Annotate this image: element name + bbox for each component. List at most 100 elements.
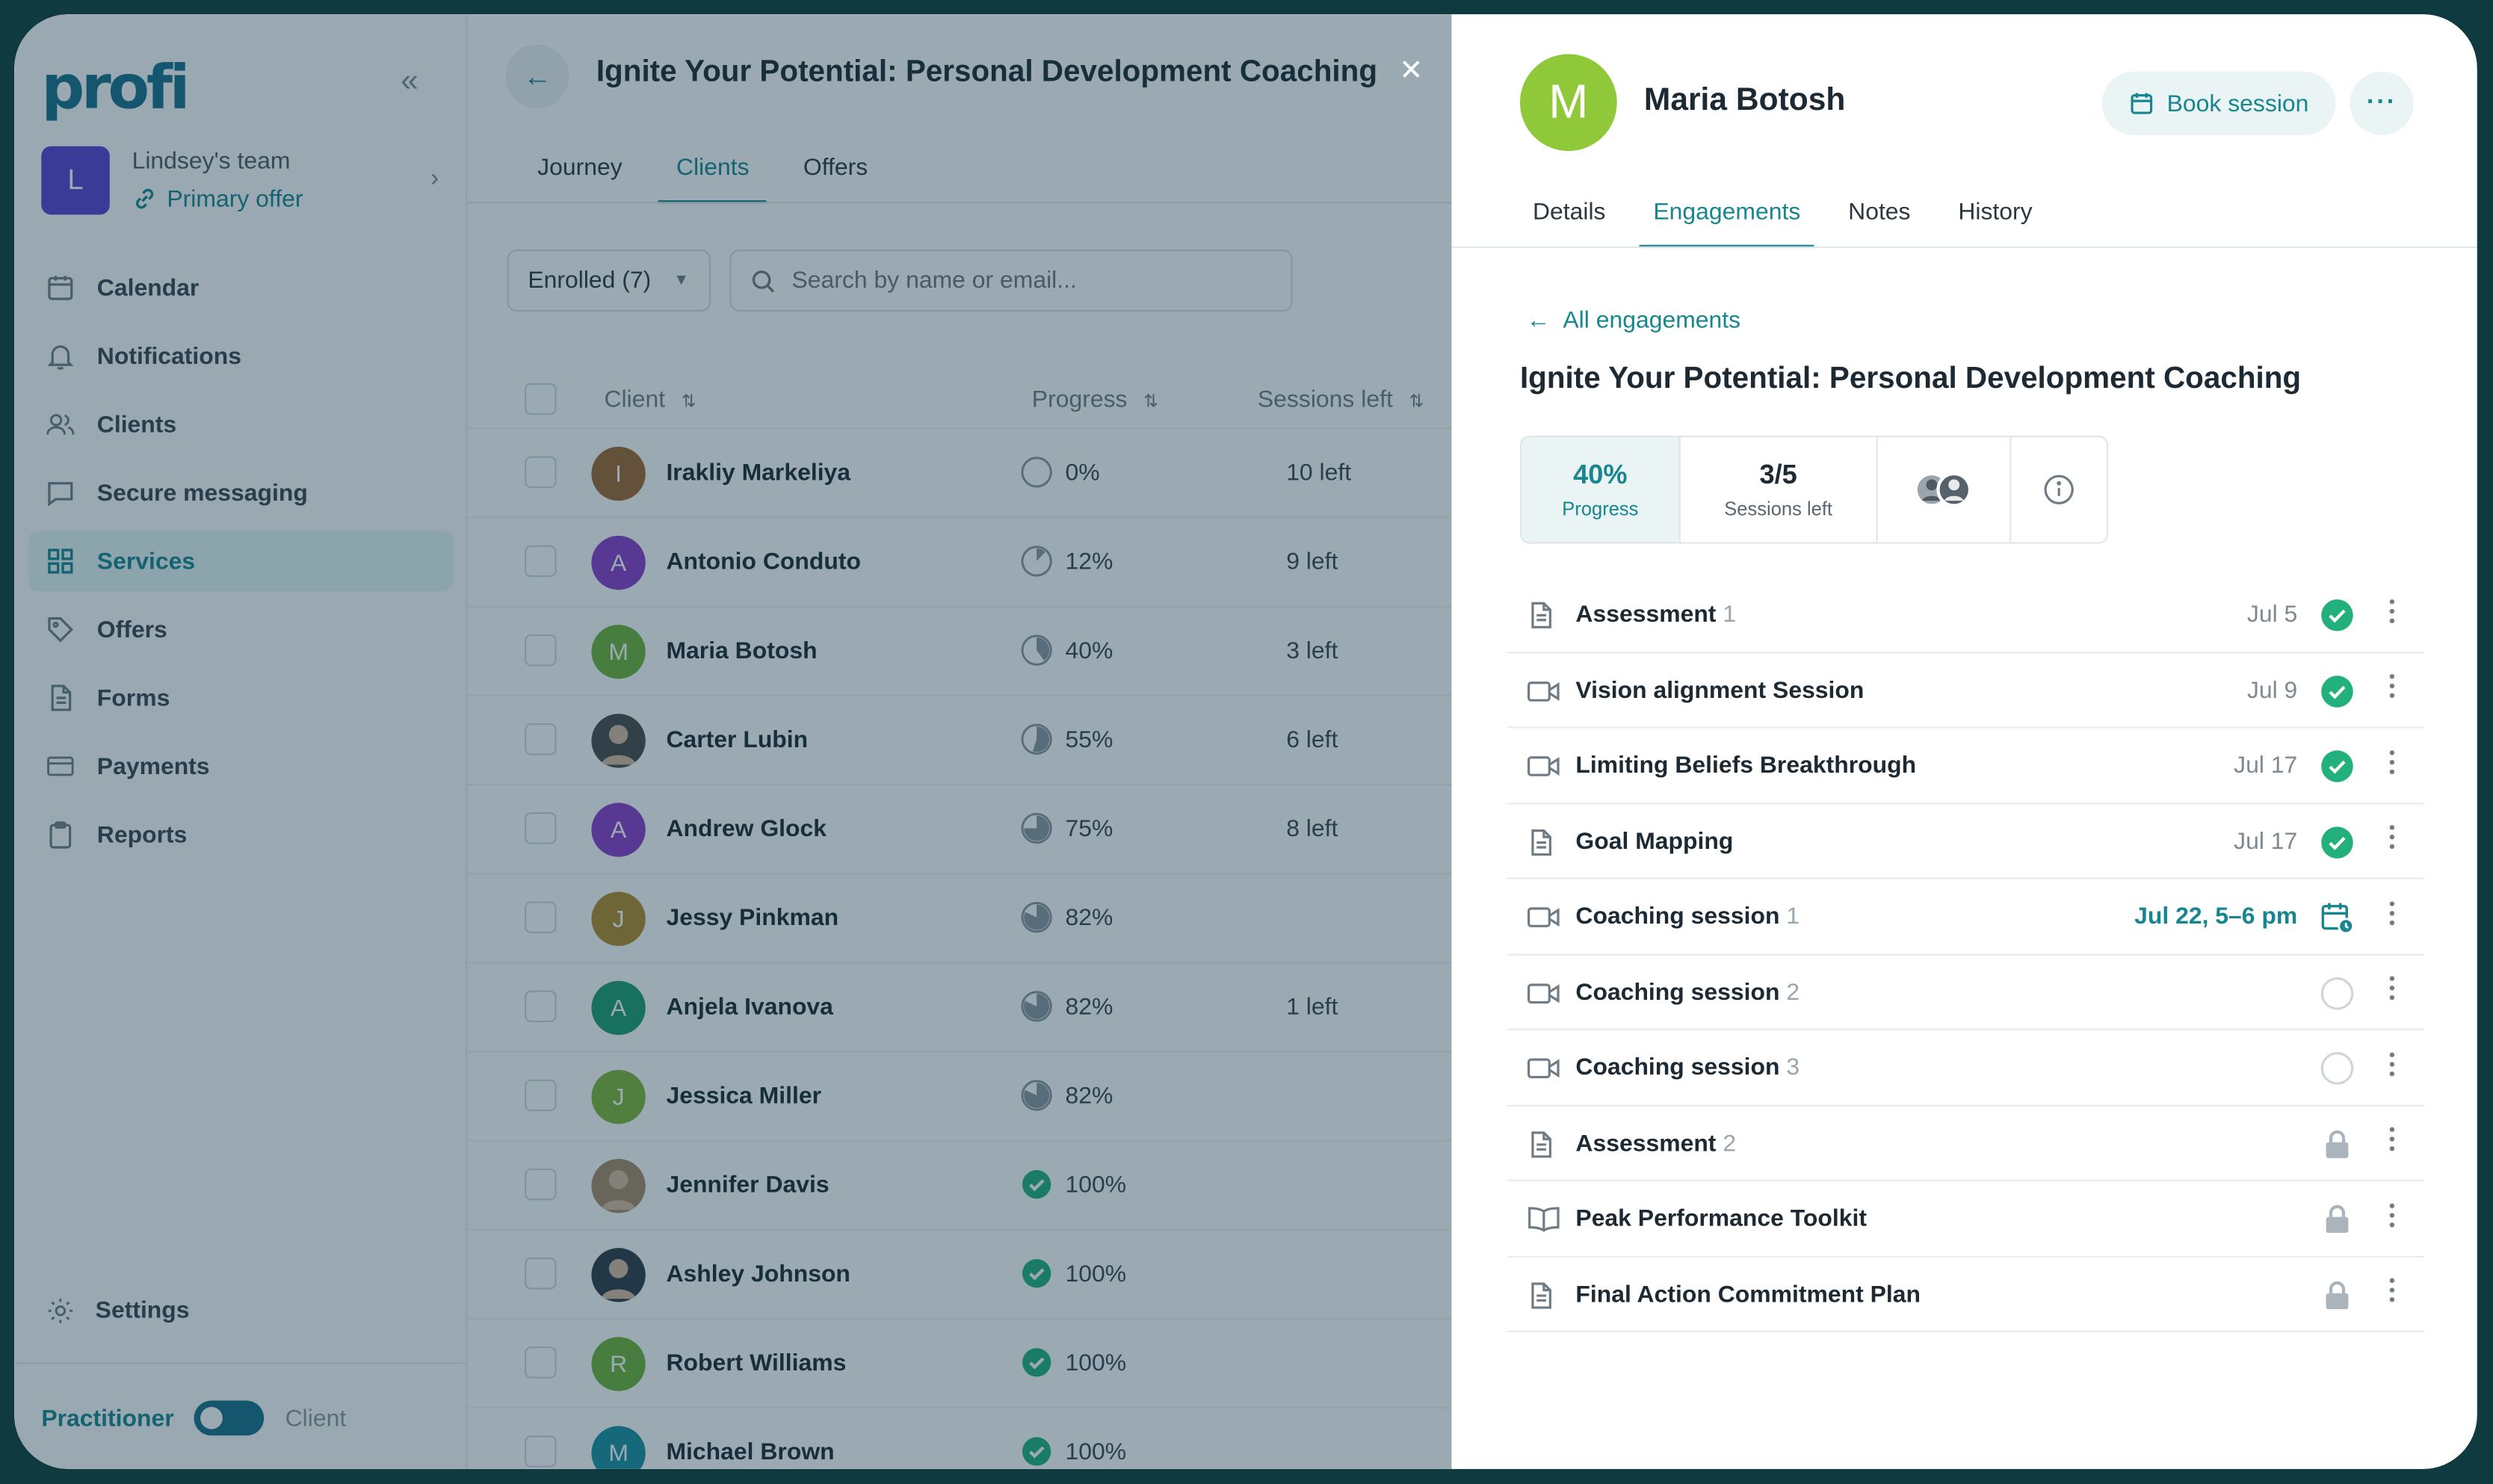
engagement-row[interactable]: Limiting Beliefs Breakthrough Jul 17 <box>1507 728 2425 804</box>
sidebar-item-secure-messaging[interactable]: Secure messaging <box>28 463 453 523</box>
sidebar-item-settings[interactable]: Settings <box>46 1296 190 1324</box>
practitioners-avatars[interactable] <box>1878 437 2012 542</box>
client-name[interactable]: Jessica Miller <box>666 1082 822 1110</box>
row-checkbox[interactable] <box>525 1079 557 1112</box>
sessions-left: 10 left <box>1286 459 1352 487</box>
table-row[interactable]: A Anjela Ivanova 82% 1 left <box>467 962 1454 1051</box>
progress-pie-icon <box>1021 457 1052 488</box>
client-name[interactable]: Andrew Glock <box>666 815 827 843</box>
sidebar-item-services[interactable]: Services <box>28 531 454 592</box>
engagement-status <box>2320 1202 2355 1237</box>
engagement-row[interactable]: Coaching session 3 <box>1507 1030 2425 1106</box>
row-checkbox[interactable] <box>525 812 557 844</box>
tab-divider <box>467 202 1454 204</box>
table-row[interactable]: I Irakliy Markeliya 0% 10 left <box>467 427 1454 516</box>
row-checkbox[interactable] <box>525 990 557 1023</box>
row-checkbox[interactable] <box>525 723 557 755</box>
sidebar-item-notifications[interactable]: Notifications <box>28 326 453 386</box>
table-row[interactable]: M Maria Botosh 40% 3 left <box>467 605 1454 695</box>
column-sessions-left[interactable]: Sessions left ⇅ <box>1257 386 1424 414</box>
engagement-row[interactable]: Coaching session 2 <box>1507 955 2425 1030</box>
table-row[interactable]: Jennifer Davis 100% <box>467 1140 1454 1228</box>
row-checkbox[interactable] <box>525 1257 557 1290</box>
kebab-menu-icon[interactable] <box>2386 1125 2396 1153</box>
document-icon <box>1526 601 1558 629</box>
back-button[interactable]: ← <box>505 44 569 108</box>
client-name[interactable]: Carter Lubin <box>666 726 809 754</box>
client-name[interactable]: Anjela Ivanova <box>666 993 833 1021</box>
progress-value: 40% <box>1573 459 1628 490</box>
row-checkbox[interactable] <box>525 1168 557 1201</box>
tab-details[interactable]: Details <box>1532 198 1606 226</box>
info-button[interactable] <box>2011 437 2107 542</box>
table-row[interactable]: J Jessica Miller 82% <box>467 1051 1454 1140</box>
collapse-sidebar-icon[interactable]: « <box>401 64 418 99</box>
table-row[interactable]: J Jessy Pinkman 82% <box>467 873 1454 962</box>
search-input[interactable] <box>791 267 1269 294</box>
row-checkbox[interactable] <box>525 901 557 933</box>
engagement-row[interactable]: Goal Mapping Jul 17 <box>1507 803 2425 879</box>
sidebar-item-calendar[interactable]: Calendar <box>28 258 453 318</box>
tab-history[interactable]: History <box>1958 198 2033 226</box>
engagement-row[interactable]: Assessment 2 <box>1507 1106 2425 1181</box>
table-row[interactable]: Ashley Johnson 100% <box>467 1228 1454 1318</box>
sidebar-item-offers[interactable]: Offers <box>28 599 453 660</box>
row-checkbox[interactable] <box>525 634 557 667</box>
close-icon[interactable]: ✕ <box>1399 54 1424 86</box>
table-row[interactable]: A Antonio Conduto 12% 9 left <box>467 516 1454 605</box>
table-row[interactable]: M Michael Brown 100% <box>467 1406 1454 1469</box>
table-row[interactable]: R Robert Williams 100% <box>467 1317 1454 1407</box>
team-switcher[interactable]: L Lindsey's team Primary offer › <box>41 141 439 217</box>
sessions-label: Sessions left <box>1724 497 1833 520</box>
tab-notes[interactable]: Notes <box>1848 198 1911 226</box>
kebab-menu-icon[interactable] <box>2386 1200 2396 1228</box>
row-checkbox[interactable] <box>525 456 557 489</box>
row-checkbox[interactable] <box>525 1435 557 1468</box>
client-name[interactable]: Antonio Conduto <box>666 548 862 576</box>
client-name[interactable]: Maria Botosh <box>666 637 818 665</box>
row-checkbox[interactable] <box>525 1347 557 1379</box>
more-options-button[interactable]: ··· <box>2350 71 2414 135</box>
table-row[interactable]: A Andrew Glock 75% 8 left <box>467 783 1454 873</box>
engagement-row[interactable]: Coaching session 1 Jul 22, 5–6 pm <box>1507 879 2425 955</box>
sidebar-item-clients[interactable]: Clients <box>28 395 453 455</box>
mode-toggle[interactable] <box>194 1400 265 1436</box>
sidebar-item-forms[interactable]: Forms <box>28 668 453 729</box>
kebab-menu-icon[interactable] <box>2386 1276 2396 1304</box>
select-all-checkbox[interactable] <box>525 383 557 415</box>
engagement-row[interactable]: Final Action Commitment Plan <box>1507 1257 2425 1332</box>
sidebar-item-payments[interactable]: Payments <box>28 736 453 797</box>
column-client[interactable]: Client ⇅ <box>604 386 696 414</box>
client-name[interactable]: Jessy Pinkman <box>666 904 839 932</box>
client-name[interactable]: Jennifer Davis <box>666 1172 830 1199</box>
book-session-button[interactable]: Book session <box>2101 71 2336 135</box>
tab-journey[interactable]: Journey <box>537 154 623 182</box>
client-name[interactable]: Ashley Johnson <box>666 1261 850 1288</box>
client-name[interactable]: Michael Brown <box>666 1438 835 1466</box>
tab-engagements[interactable]: Engagements <box>1639 199 1815 248</box>
sidebar-item-reports[interactable]: Reports <box>28 805 453 865</box>
message-icon <box>46 478 75 507</box>
engagement-row[interactable]: Assessment 1 Jul 5 <box>1507 577 2425 653</box>
enrolled-filter-select[interactable]: Enrolled (7) ▼ <box>507 250 711 312</box>
engagement-row[interactable]: Vision alignment Session Jul 9 <box>1507 652 2425 729</box>
tab-clients[interactable]: Clients <box>658 154 767 204</box>
primary-offer-link[interactable]: Primary offer <box>132 185 430 212</box>
all-engagements-link[interactable]: ← All engagements <box>1526 307 1740 334</box>
row-checkbox[interactable] <box>525 545 557 578</box>
tab-offers[interactable]: Offers <box>803 154 868 182</box>
kebab-menu-icon[interactable] <box>2386 898 2396 927</box>
kebab-menu-icon[interactable] <box>2386 747 2396 776</box>
client-name[interactable]: Irakliy Markeliya <box>666 459 851 487</box>
engagement-row[interactable]: Peak Performance Toolkit <box>1507 1181 2425 1257</box>
client-progress: 82% <box>1021 1080 1113 1112</box>
column-progress[interactable]: Progress ⇅ <box>1031 386 1158 414</box>
kebab-menu-icon[interactable] <box>2386 672 2396 700</box>
kebab-menu-icon[interactable] <box>2386 974 2396 1002</box>
engagement-status <box>2320 673 2355 708</box>
kebab-menu-icon[interactable] <box>2386 1049 2396 1078</box>
kebab-menu-icon[interactable] <box>2386 596 2396 625</box>
table-row[interactable]: Carter Lubin 55% 6 left <box>467 694 1454 784</box>
client-name[interactable]: Robert Williams <box>666 1349 847 1377</box>
kebab-menu-icon[interactable] <box>2386 823 2396 851</box>
